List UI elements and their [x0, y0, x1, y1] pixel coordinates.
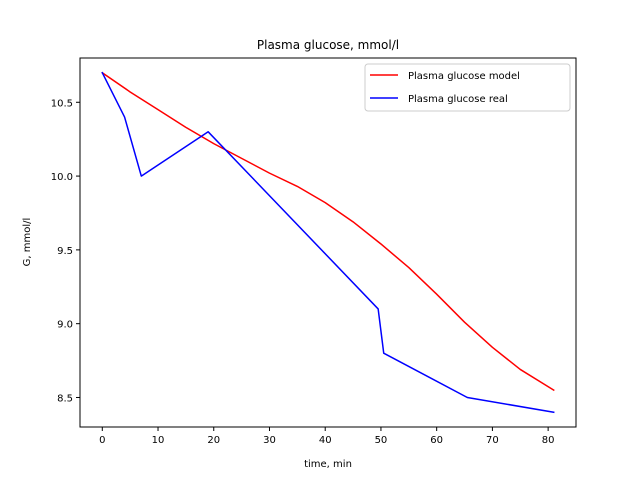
x-tick-label: 10	[152, 435, 165, 446]
legend: Plasma glucose model Plasma glucose real	[364, 63, 571, 112]
y-tick-label: 10.0	[51, 172, 73, 183]
x-tick-label: 30	[263, 435, 276, 446]
x-tick-label: 60	[430, 435, 443, 446]
legend-label-model: Plasma glucose model	[408, 71, 520, 82]
series-line-0	[101, 71, 555, 392]
x-tick-label: 40	[319, 435, 332, 446]
x-tick-label: 70	[486, 435, 499, 446]
series-line-1	[101, 71, 555, 414]
x-tick-label: 0	[99, 435, 105, 446]
x-tick-label: 20	[207, 435, 220, 446]
plot-area	[101, 71, 555, 414]
x-axis-label: time, min	[304, 459, 352, 470]
y-tick-label: 9.5	[57, 246, 73, 257]
x-tick-label: 50	[375, 435, 388, 446]
legend-box	[364, 63, 571, 112]
x-tick-label: 80	[542, 435, 555, 446]
chart-title: Plasma glucose, mmol/l	[257, 38, 399, 52]
y-axis-label: G, mmol/l	[22, 218, 33, 267]
legend-label-real: Plasma glucose real	[408, 94, 508, 105]
y-tick-label: 9.0	[57, 320, 73, 331]
y-tick-label: 10.5	[51, 98, 73, 109]
y-tick-label: 8.5	[57, 393, 73, 404]
plot-frame	[79, 57, 577, 428]
